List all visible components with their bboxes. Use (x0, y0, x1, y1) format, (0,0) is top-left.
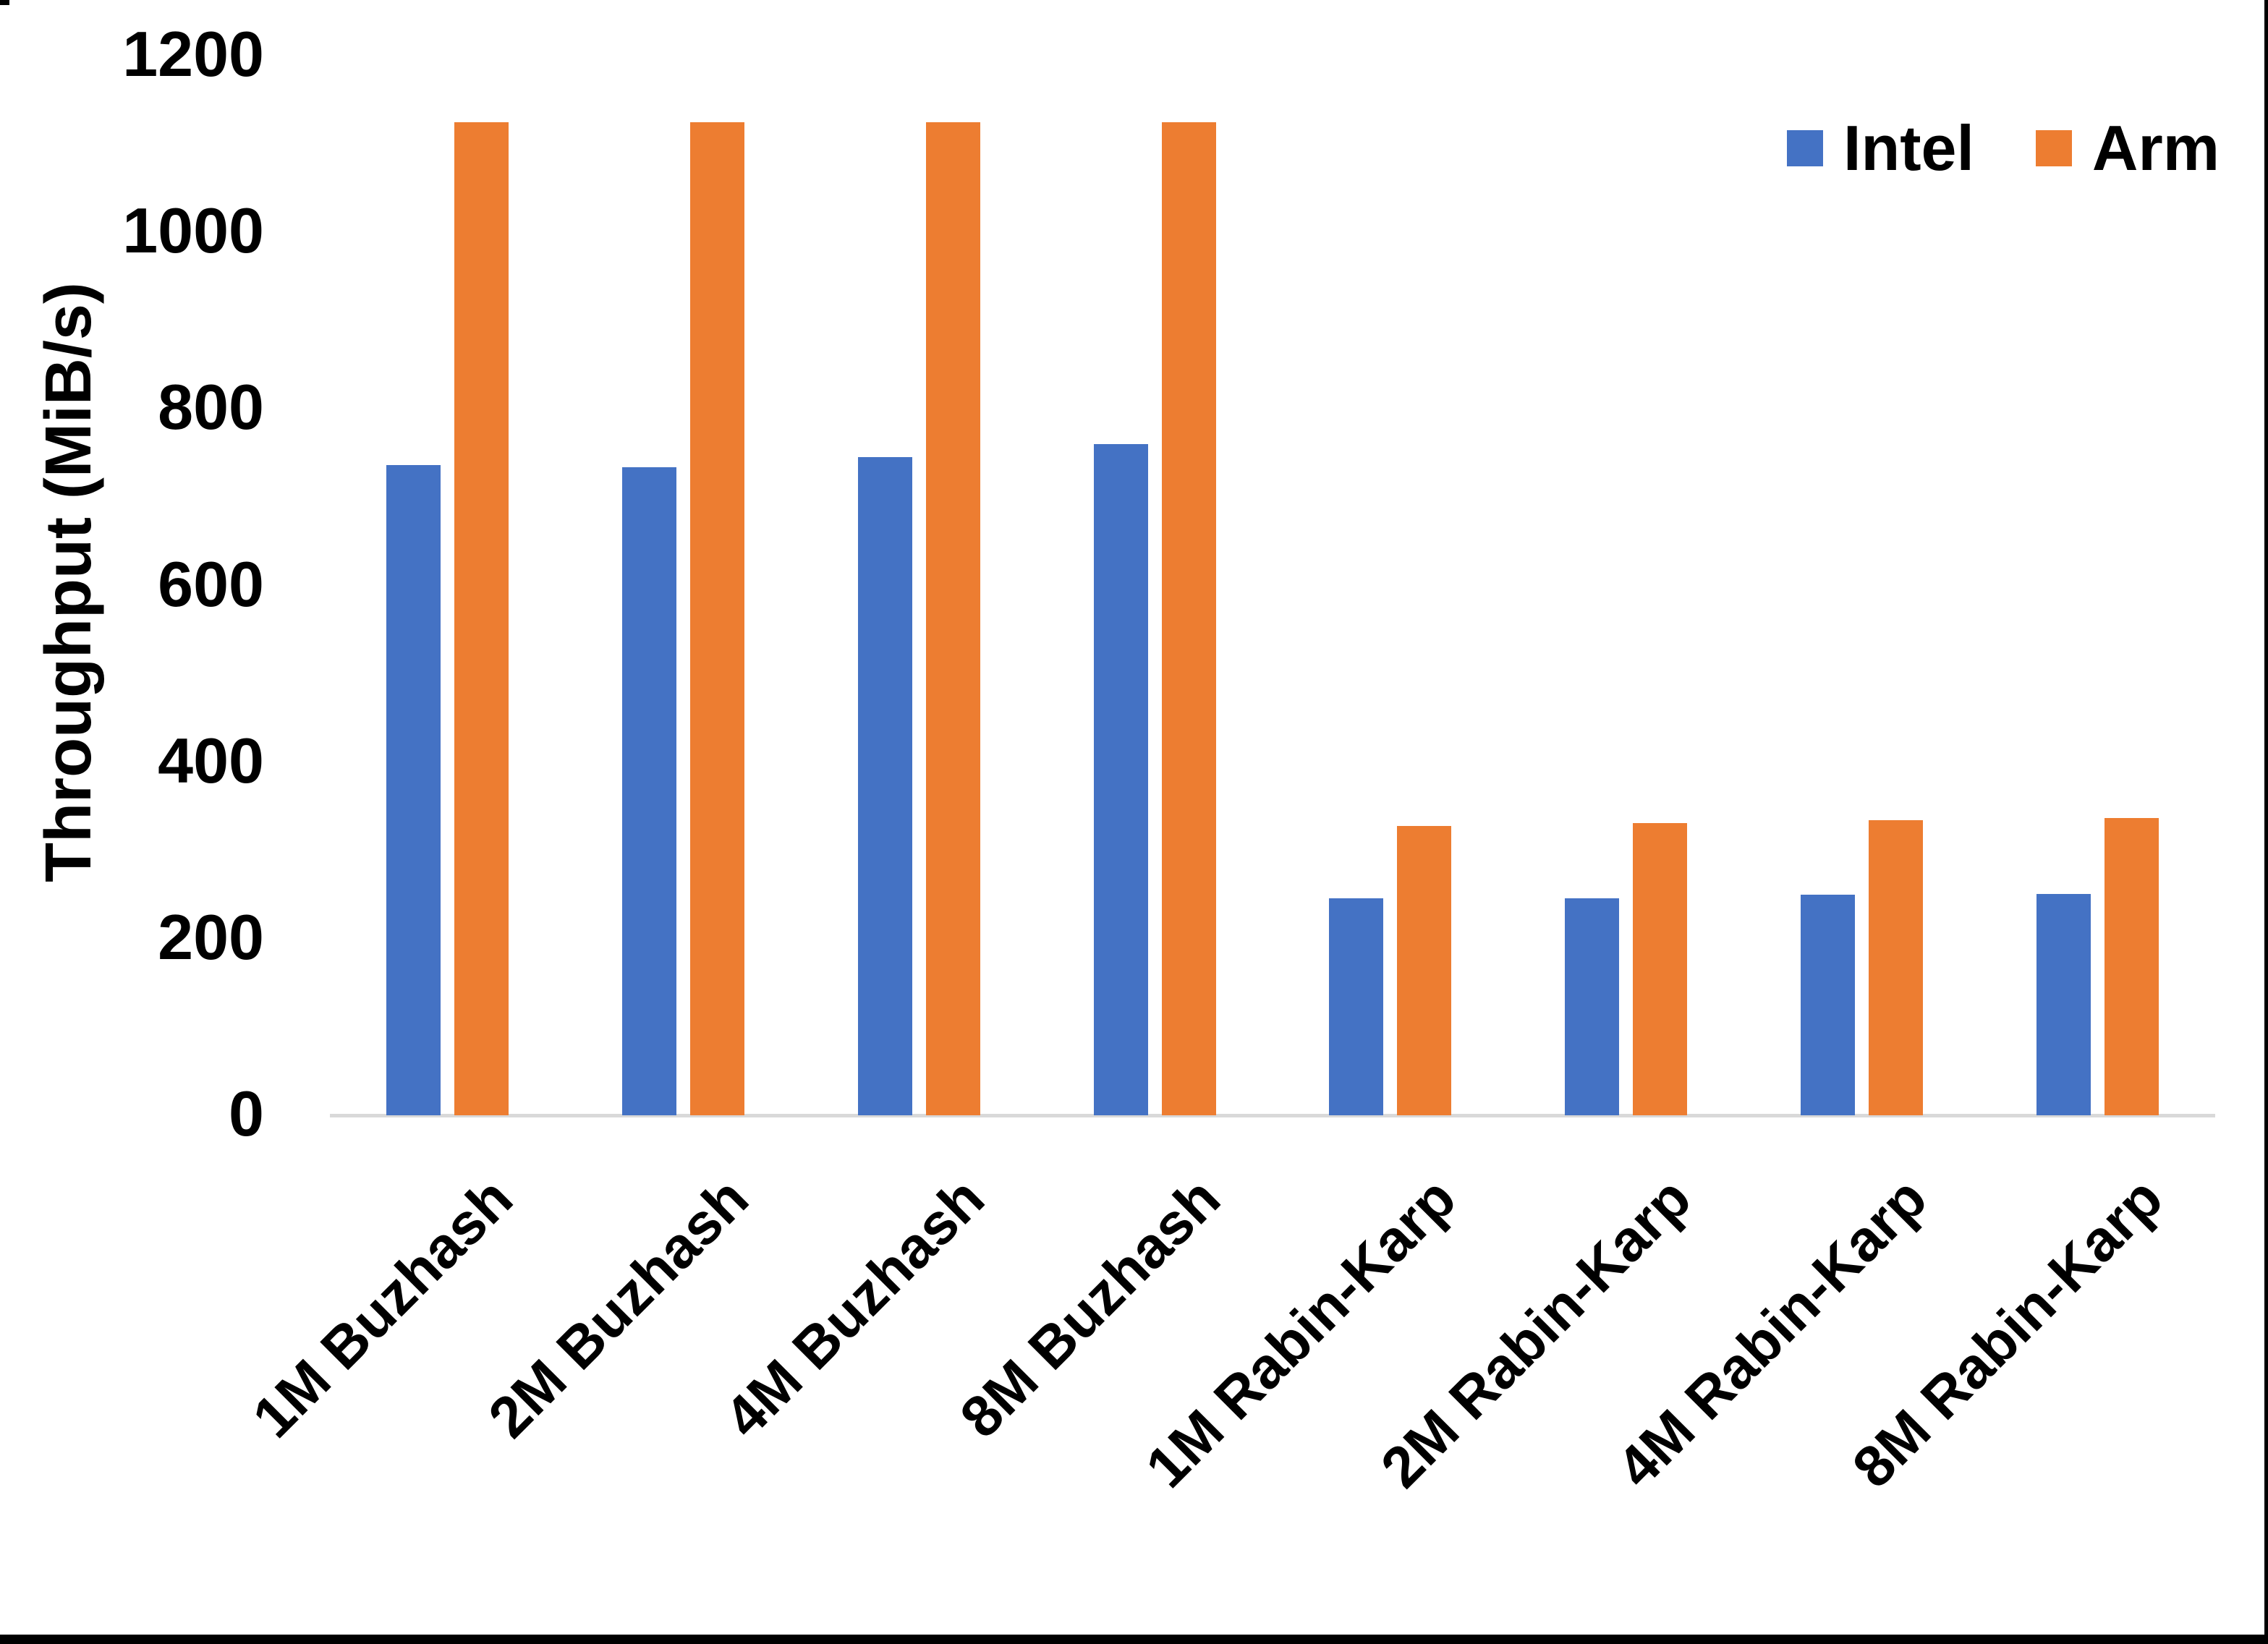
bar-intel-4m-rabin-karp (1800, 895, 1855, 1115)
legend-label-intel: Intel (1843, 112, 1974, 184)
bar-arm-8m-rabin-karp (2104, 818, 2159, 1115)
x-axis-line (330, 1114, 2215, 1117)
bar-arm-2m-buzhash (690, 122, 745, 1115)
bar-arm-8m-buzhash (1161, 122, 1216, 1115)
frame-border-right (2264, 0, 2268, 1644)
frame-border-bottom (0, 1635, 2268, 1644)
frame-corner-mark (0, 0, 9, 5)
y-tick-label-1200: 1200 (122, 18, 264, 90)
bar-arm-4m-rabin-karp (1868, 820, 1923, 1115)
bar-intel-2m-buzhash (622, 467, 677, 1115)
bar-intel-1m-buzhash (386, 465, 441, 1115)
legend-item-intel: Intel (1787, 112, 1974, 184)
y-tick-label-400: 400 (158, 724, 264, 796)
bar-intel-8m-buzhash (1093, 444, 1148, 1115)
legend-swatch-arm (2035, 130, 2072, 166)
legend-item-arm: Arm (2035, 112, 2220, 184)
bar-arm-4m-buzhash (925, 122, 980, 1115)
y-tick-label-800: 800 (158, 371, 264, 443)
bar-arm-2m-rabin-karp (1633, 823, 1688, 1115)
y-axis-title: Throughput (MiB/s) (33, 282, 105, 882)
bar-intel-8m-rabin-karp (2036, 894, 2091, 1115)
legend-swatch-intel (1787, 130, 1823, 166)
bar-intel-4m-buzhash (857, 457, 912, 1115)
bar-intel-1m-rabin-karp (1329, 898, 1384, 1115)
legend-label-arm: Arm (2091, 112, 2220, 184)
bar-arm-1m-rabin-karp (1397, 826, 1452, 1115)
legend: Intel Arm (1787, 112, 2220, 184)
bar-arm-1m-buzhash (454, 122, 509, 1115)
y-tick-label-200: 200 (158, 901, 264, 974)
bar-intel-2m-rabin-karp (1565, 898, 1620, 1115)
y-tick-label-0: 0 (229, 1078, 264, 1150)
y-tick-label-600: 600 (158, 548, 264, 620)
y-tick-label-1000: 1000 (122, 195, 264, 267)
